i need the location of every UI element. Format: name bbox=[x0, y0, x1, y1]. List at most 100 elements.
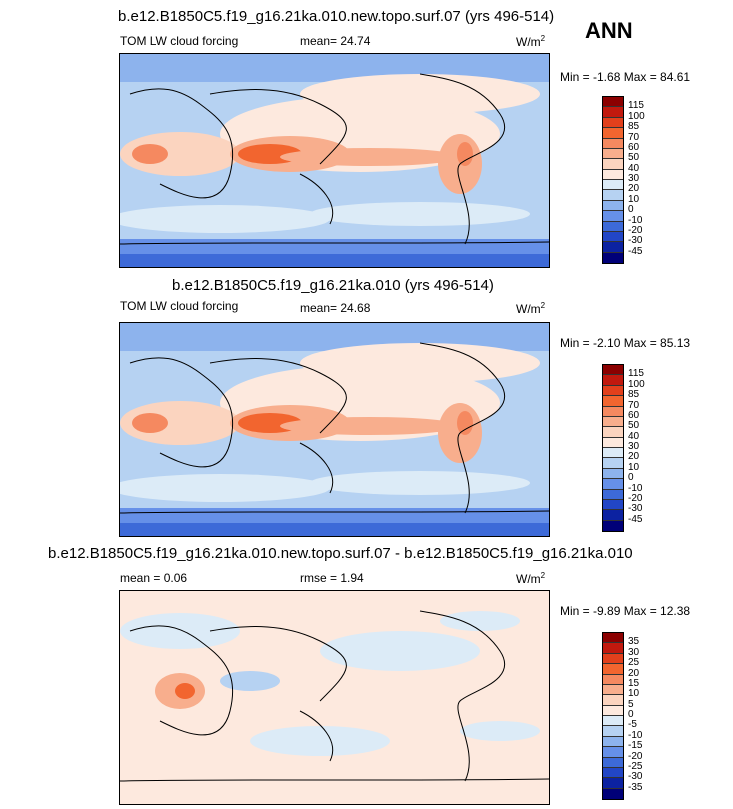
colorbar-swatch bbox=[603, 767, 623, 779]
panel2-units-sup: 2 bbox=[540, 301, 546, 310]
panel1-variable: TOM LW cloud forcing bbox=[120, 34, 239, 48]
panel3-map bbox=[119, 590, 550, 805]
colorbar-swatch bbox=[603, 716, 623, 727]
colorbar-swatch bbox=[603, 211, 623, 222]
colorbar-swatch bbox=[603, 221, 623, 232]
panel2-variable: TOM LW cloud forcing bbox=[120, 299, 239, 313]
colorbar-swatch bbox=[603, 499, 623, 511]
colorbar-swatch bbox=[603, 406, 623, 417]
colorbar-tick-label: 40 bbox=[628, 162, 640, 174]
panel2-title: b.e12.B1850C5.f19_g16.21ka.010 (yrs 496-… bbox=[172, 277, 494, 294]
colorbar-swatch bbox=[603, 695, 623, 706]
colorbar-tick-label: 0 bbox=[628, 472, 634, 484]
colorbar-tick-label: 40 bbox=[628, 430, 640, 442]
colorbar-swatch bbox=[603, 458, 623, 469]
colorbar-tick-label: 10 bbox=[628, 688, 640, 700]
colorbar-swatch bbox=[603, 190, 623, 201]
colorbar-tick-label: 85 bbox=[628, 389, 640, 401]
colorbar-swatch bbox=[603, 468, 623, 480]
panel3-units-sup: 2 bbox=[540, 571, 546, 580]
colorbar-tick-label: 50 bbox=[628, 152, 640, 164]
colorbar-swatch bbox=[603, 138, 623, 149]
colorbar-swatch bbox=[603, 385, 623, 397]
panel3-title: b.e12.B1850C5.f19_g16.21ka.010.new.topo.… bbox=[48, 545, 633, 562]
colorbar-tick-label: 115 bbox=[628, 100, 644, 112]
panel3-units-base: W/m bbox=[516, 572, 541, 586]
colorbar-swatch bbox=[603, 159, 623, 170]
panel3-colorbar bbox=[602, 632, 624, 800]
colorbar-swatch bbox=[603, 726, 623, 737]
colorbar-tick-label: -10 bbox=[628, 482, 643, 494]
colorbar-swatch bbox=[603, 684, 623, 696]
season-label: ANN bbox=[585, 18, 633, 43]
colorbar-tick-label: 100 bbox=[628, 378, 645, 390]
colorbar-swatch bbox=[603, 489, 623, 500]
colorbar-tick-label: -20 bbox=[628, 750, 643, 762]
panel2-units: W/m2 bbox=[516, 301, 545, 316]
colorbar-tick-label: 30 bbox=[628, 173, 640, 184]
colorbar-swatch bbox=[603, 448, 623, 459]
colorbar-tick-label: -30 bbox=[628, 503, 643, 515]
colorbar-swatch bbox=[603, 520, 623, 531]
colorbar-swatch bbox=[603, 180, 623, 191]
colorbar-tick-label: 10 bbox=[628, 193, 640, 205]
colorbar-tick-label: 50 bbox=[628, 420, 640, 432]
colorbar-tick-label: 25 bbox=[628, 657, 640, 669]
colorbar-tick-label: -20 bbox=[628, 492, 643, 504]
colorbar-swatch bbox=[603, 169, 623, 180]
colorbar-swatch bbox=[603, 747, 623, 758]
colorbar-swatch bbox=[603, 365, 623, 376]
panel1-mean: mean= 24.74 bbox=[300, 34, 371, 48]
colorbar-swatch bbox=[603, 437, 623, 448]
colorbar-tick-label: -45 bbox=[628, 513, 643, 525]
colorbar-swatch bbox=[603, 200, 623, 212]
colorbar-swatch bbox=[603, 375, 623, 386]
colorbar-swatch bbox=[603, 674, 623, 685]
colorbar-tick-label: 70 bbox=[628, 131, 640, 143]
colorbar-swatch bbox=[603, 97, 623, 108]
panel1-map bbox=[119, 53, 550, 268]
colorbar-swatch bbox=[603, 107, 623, 118]
colorbar-tick-label: -45 bbox=[628, 245, 643, 257]
panel3-minmax: Min = -9.89 Max = 12.38 bbox=[560, 604, 691, 618]
colorbar-swatch bbox=[603, 252, 623, 263]
colorbar-tick-label: -30 bbox=[628, 235, 643, 247]
colorbar-tick-label: -30 bbox=[628, 771, 643, 783]
panel2-colorbar bbox=[602, 364, 624, 532]
panel1-units: W/m2 bbox=[516, 34, 545, 49]
colorbar-swatch bbox=[603, 778, 623, 789]
panel1-units-sup: 2 bbox=[540, 34, 546, 43]
colorbar-swatch bbox=[603, 757, 623, 768]
colorbar-tick-label: -20 bbox=[628, 224, 643, 236]
colorbar-tick-label: 115 bbox=[628, 368, 644, 380]
colorbar-swatch bbox=[603, 148, 623, 160]
colorbar-tick-label: -25 bbox=[628, 760, 643, 772]
colorbar-tick-label: 30 bbox=[628, 646, 640, 658]
colorbar-tick-label: 60 bbox=[628, 409, 640, 421]
colorbar-tick-label: -5 bbox=[628, 719, 637, 731]
colorbar-tick-label: 70 bbox=[628, 399, 640, 411]
colorbar-tick-label: 30 bbox=[628, 441, 640, 452]
colorbar-tick-label: 10 bbox=[628, 461, 640, 473]
colorbar-swatch bbox=[603, 633, 623, 644]
colorbar-swatch bbox=[603, 705, 623, 716]
colorbar-tick-label: 5 bbox=[628, 698, 634, 710]
panel3-rmse: rmse = 1.94 bbox=[300, 571, 364, 585]
colorbar-swatch bbox=[603, 664, 623, 675]
panel3-mean: mean = 0.06 bbox=[120, 571, 188, 585]
colorbar-swatch bbox=[603, 643, 623, 654]
panel1-units-base: W/m bbox=[516, 35, 541, 49]
colorbar-swatch bbox=[603, 736, 623, 748]
colorbar-tick-label: 15 bbox=[628, 677, 640, 689]
colorbar-tick-label: 100 bbox=[628, 110, 645, 122]
colorbar-tick-label: 0 bbox=[628, 204, 634, 216]
colorbar-swatch bbox=[603, 510, 623, 521]
panel1-title: b.e12.B1850C5.f19_g16.21ka.010.new.topo.… bbox=[118, 8, 555, 25]
colorbar-swatch bbox=[603, 242, 623, 253]
colorbar-tick-label: -35 bbox=[628, 781, 643, 793]
colorbar-tick-label: 60 bbox=[628, 141, 640, 153]
colorbar-swatch bbox=[603, 396, 623, 407]
panel2-mean: mean= 24.68 bbox=[300, 301, 371, 315]
colorbar-tick-label: 20 bbox=[628, 183, 640, 195]
colorbar-tick-label: 20 bbox=[628, 451, 640, 463]
